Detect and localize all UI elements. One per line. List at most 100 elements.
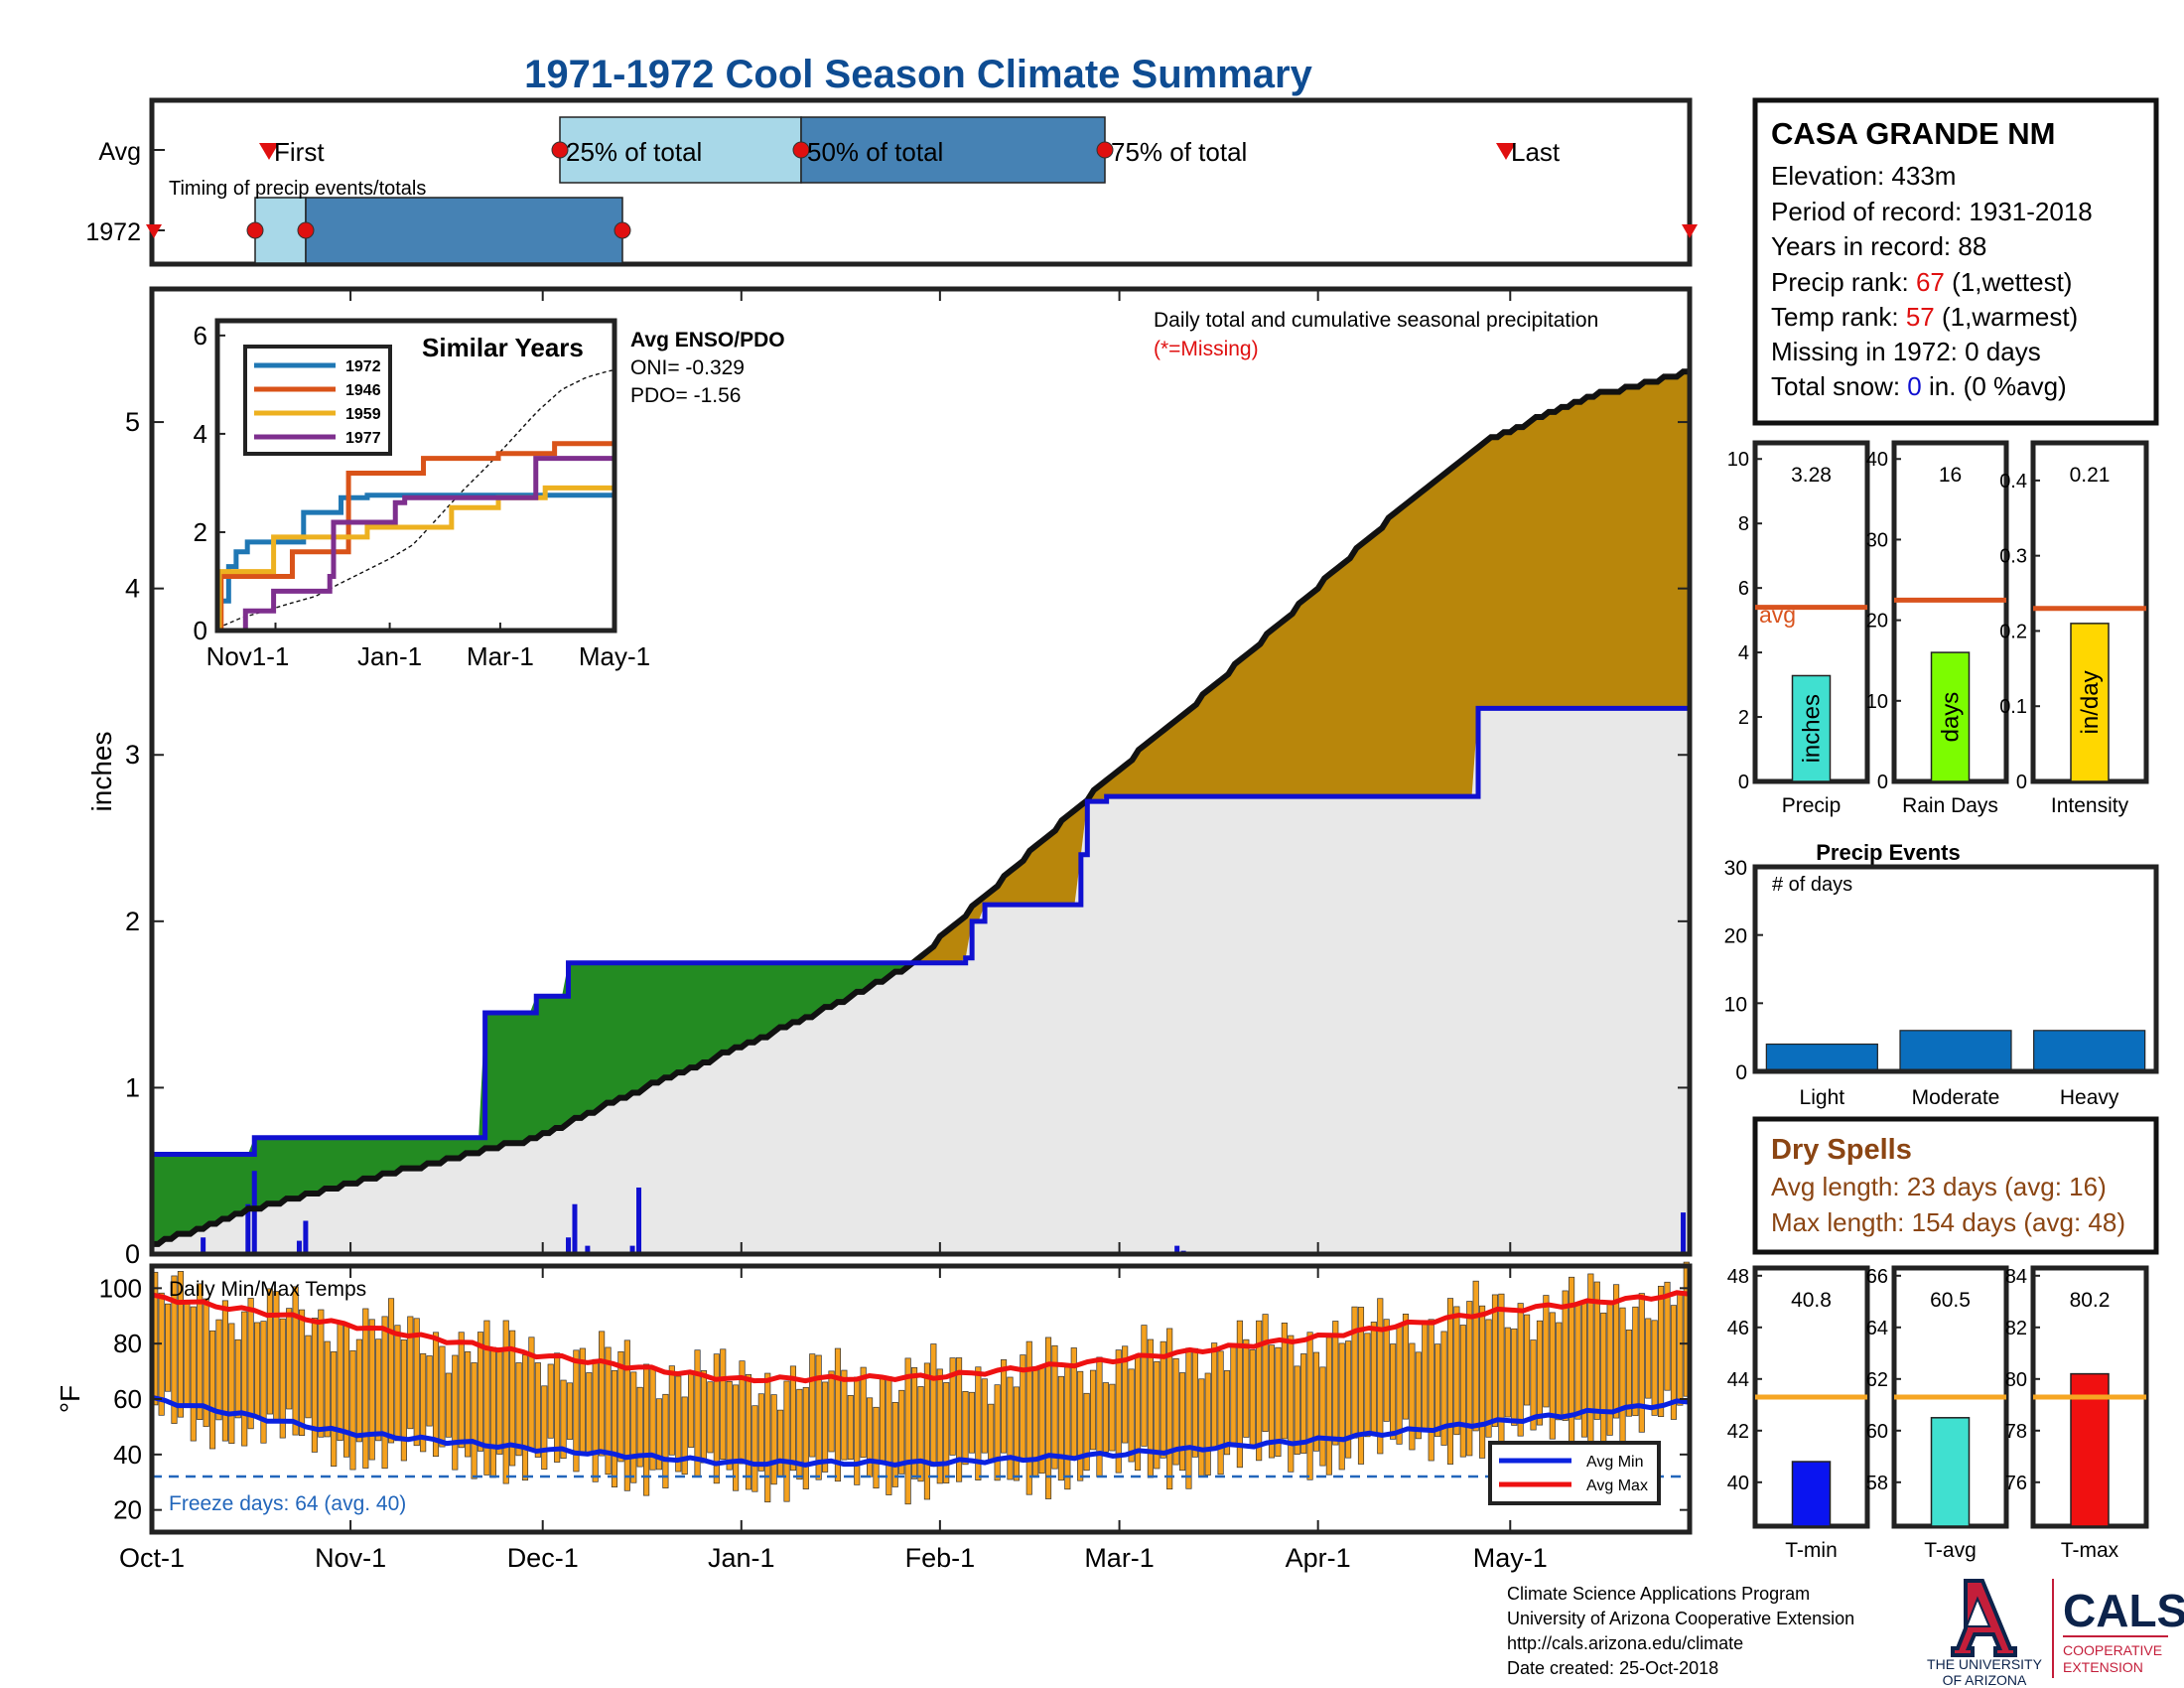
rain-days-panel-ytick: 30 bbox=[1866, 529, 1888, 551]
daily-temp-bar bbox=[1409, 1342, 1416, 1451]
daily-temp-bar bbox=[611, 1369, 618, 1487]
daily-temp-bar bbox=[930, 1343, 937, 1468]
daily-temp-bar bbox=[917, 1386, 924, 1482]
daily-temp-bar bbox=[1294, 1365, 1300, 1455]
daily-temp-bar bbox=[841, 1369, 848, 1461]
daily-temp-bar bbox=[700, 1370, 708, 1464]
daily-temp-bar bbox=[1485, 1319, 1492, 1438]
station-name: CASA GRANDE NM bbox=[1771, 116, 2055, 151]
timing-q25-label: 25% of total bbox=[566, 137, 702, 167]
precip-total-panel-ytick: 2 bbox=[1738, 707, 1749, 729]
daily-temp-bar bbox=[452, 1354, 459, 1471]
precip-baseline-area bbox=[152, 708, 1690, 1254]
daily-temp-bar bbox=[1549, 1312, 1556, 1440]
daily-temp-bar bbox=[362, 1308, 369, 1469]
main-ylabel: inches bbox=[86, 732, 117, 812]
temp-ytick-label: 20 bbox=[113, 1495, 142, 1525]
daily-temp-bar bbox=[1670, 1305, 1677, 1420]
timing-last-marker bbox=[1496, 143, 1516, 160]
daily-temp-bar bbox=[305, 1335, 312, 1419]
daily-temp-bar bbox=[847, 1395, 854, 1461]
daily-temp-bar bbox=[266, 1288, 273, 1415]
daily-temp-bar bbox=[203, 1298, 209, 1428]
cals-logo: CALS COOPERATIVE EXTENSION bbox=[2063, 1585, 2184, 1675]
daily-temp-bar bbox=[1312, 1351, 1320, 1452]
daily-temp-bar bbox=[521, 1354, 529, 1481]
tmax-panel-ytick: 82 bbox=[2005, 1318, 2027, 1339]
daily-temp-bar bbox=[1217, 1350, 1224, 1476]
daily-temp-bar bbox=[241, 1311, 248, 1447]
daily-temp-bar bbox=[560, 1379, 567, 1460]
precip-total-panel-ytick: 10 bbox=[1727, 449, 1749, 471]
station-missing: Missing in 1972: 0 days bbox=[1771, 337, 2041, 366]
tmax-panel-label: T-max bbox=[2061, 1539, 2119, 1562]
inset-legend-label: 1959 bbox=[345, 406, 381, 423]
daily-temp-bar bbox=[445, 1372, 452, 1438]
timing-1972-q75-dot bbox=[614, 221, 631, 239]
avg-min-line bbox=[151, 1394, 1691, 1468]
tavg-panel-ytick: 66 bbox=[1866, 1266, 1888, 1288]
daily-temp-bar bbox=[394, 1325, 401, 1442]
daily-precip-bar bbox=[1174, 1245, 1180, 1254]
avg-max-line bbox=[151, 1290, 1691, 1384]
daily-temp-bar bbox=[1440, 1331, 1447, 1446]
daily-temp-bar bbox=[1051, 1344, 1058, 1470]
daily-temp-bar bbox=[221, 1300, 228, 1442]
rain-days-panel-unit: days bbox=[1938, 692, 1965, 743]
daily-temp-bar bbox=[286, 1308, 293, 1410]
above-average-area bbox=[152, 962, 908, 1244]
daily-temp-bar bbox=[355, 1338, 362, 1443]
precip-total-panel-ytick: 4 bbox=[1738, 642, 1749, 664]
daily-temp-bar bbox=[1491, 1294, 1499, 1427]
precip-total-panel-value: 3.28 bbox=[1791, 464, 1832, 487]
tmax-panel-ytick: 80 bbox=[2005, 1369, 2027, 1391]
daily-temp-bar bbox=[1664, 1281, 1671, 1391]
daily-temp-bar bbox=[1249, 1349, 1256, 1447]
daily-temp-bar bbox=[815, 1354, 822, 1480]
footer-line1: Climate Science Applications Program bbox=[1507, 1584, 1810, 1604]
station-snow: Total snow: 0 in. (0 %avg) bbox=[1771, 371, 2067, 401]
daily-temp-bar bbox=[796, 1388, 803, 1480]
tmax-panel-ytick: 84 bbox=[2005, 1266, 2027, 1288]
daily-temp-bar bbox=[904, 1357, 911, 1505]
tmin-panel-bar bbox=[1791, 1461, 1832, 1527]
daily-temp-bar bbox=[1044, 1336, 1052, 1499]
tmax-panel: 76 78 80 82 84 80.2 T-max bbox=[2005, 1265, 2149, 1562]
daily-temp-bar bbox=[1370, 1322, 1377, 1436]
daily-temp-bar bbox=[496, 1347, 503, 1455]
daily-precip-bar bbox=[201, 1237, 206, 1254]
daily-temp-bar bbox=[1191, 1347, 1198, 1458]
daily-temp-bar bbox=[311, 1318, 318, 1453]
main-ytick-label: 3 bbox=[125, 740, 140, 770]
inset-ytick-label: 2 bbox=[194, 517, 207, 547]
dry-spells-box: Dry Spells Avg length: 23 days (avg: 16)… bbox=[1752, 1116, 2159, 1255]
intensity-panel: 0 0.1 0.2 0.3 0.4 0.21 Intensity in/day bbox=[1999, 440, 2149, 817]
daily-temp-bar bbox=[968, 1391, 975, 1454]
daily-temp-bar bbox=[1402, 1313, 1410, 1420]
daily-temp-bar bbox=[331, 1350, 338, 1468]
daily-temp-bar bbox=[1357, 1307, 1365, 1465]
tmin-panel-label: T-min bbox=[1785, 1539, 1838, 1562]
temps-legend-box bbox=[1488, 1441, 1661, 1505]
tavg-panel-ytick: 62 bbox=[1866, 1369, 1888, 1391]
daily-temp-bar bbox=[413, 1318, 420, 1447]
daily-temp-bar bbox=[165, 1303, 172, 1392]
footer: Climate Science Applications Program Uni… bbox=[1507, 1579, 2184, 1688]
daily-temp-bar bbox=[1198, 1378, 1205, 1477]
tavg-panel-bar bbox=[1930, 1417, 1971, 1527]
cals-sub1: COOPERATIVE bbox=[2063, 1642, 2162, 1658]
daily-temp-bar bbox=[1300, 1353, 1307, 1454]
daily-temp-bar bbox=[834, 1347, 842, 1482]
daily-temp-bar bbox=[1619, 1307, 1626, 1446]
daily-temp-bar bbox=[949, 1357, 956, 1456]
daily-temp-bar bbox=[368, 1319, 375, 1461]
daily-temp-bar bbox=[994, 1384, 1001, 1481]
date-xtick-label: Dec-1 bbox=[507, 1543, 579, 1573]
daily-precip-bar bbox=[629, 1245, 635, 1254]
average-cumulative-line bbox=[152, 368, 1690, 1247]
daily-temp-bar bbox=[1453, 1306, 1460, 1436]
daily-temp-bar bbox=[1115, 1349, 1122, 1474]
inset-legend-label: 1977 bbox=[345, 430, 381, 447]
station-info-box: CASA GRANDE NM Elevation: 433m Period of… bbox=[1752, 97, 2159, 426]
temp-ytick-label: 40 bbox=[113, 1440, 142, 1470]
